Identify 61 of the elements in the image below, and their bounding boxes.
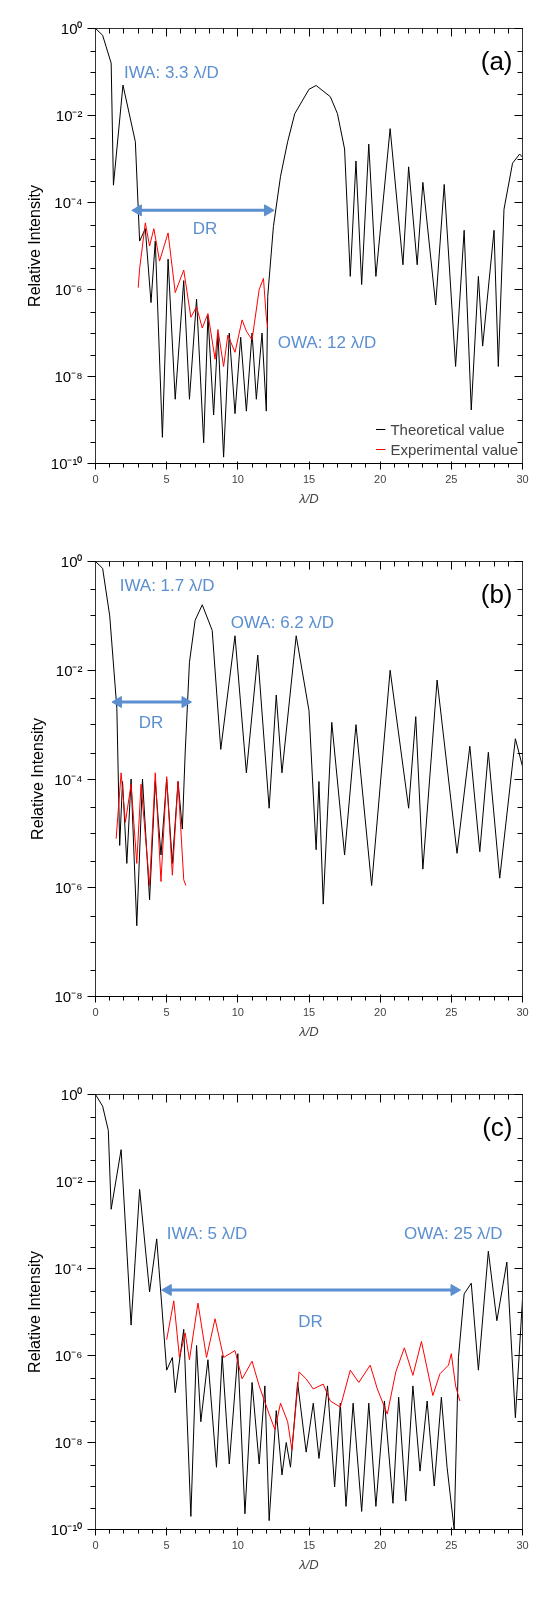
annotation: OWA: 12 λ/D — [277, 333, 377, 353]
y-tick-label: 10⁻¹⁰ — [50, 455, 83, 472]
annotation: DR — [192, 219, 218, 239]
annotation: (b) — [480, 578, 513, 609]
x-tick-label: 25 — [445, 1538, 458, 1551]
x-tick-label: 0 — [92, 1538, 99, 1551]
y-tick-label: 10⁻⁴ — [54, 1260, 83, 1277]
x-tick-label: 30 — [516, 1538, 529, 1551]
x-tick-label: 15 — [302, 472, 316, 485]
line-series — [115, 772, 187, 886]
x-axis-title: λ/D — [298, 1556, 319, 1572]
x-tick-label: 30 — [516, 1005, 529, 1018]
x-tick-label: 10 — [231, 472, 244, 485]
y-axis-title: Relative Intensity — [29, 718, 47, 840]
y-tick-label: 10⁻² — [55, 661, 83, 679]
y-tick-label: 10⁻⁴ — [54, 770, 83, 788]
x-tick-label: 20 — [374, 1538, 387, 1551]
x-tick-label: 25 — [445, 1005, 458, 1018]
y-tick-label: 10⁰ — [60, 20, 83, 37]
x-tick-label: 10 — [231, 1005, 244, 1018]
annotation: IWA: 1.7 λ/D — [119, 576, 215, 596]
annotation: OWA: 6.2 λ/D — [230, 613, 334, 633]
legend-label: Experimental value — [390, 440, 518, 458]
x-tick-label: 15 — [302, 1538, 316, 1551]
y-tick-label: 10⁻⁶ — [54, 1347, 83, 1364]
x-tick-label: 0 — [92, 1005, 99, 1018]
y-tick-label: 10⁰ — [60, 553, 83, 570]
y-tick-label: 10⁻⁶ — [54, 879, 83, 897]
y-tick-label: 10⁰ — [60, 1086, 83, 1103]
y-tick-label: 10⁻² — [55, 1173, 83, 1190]
x-tick-label: 30 — [516, 472, 529, 485]
y-tick-label: 10⁻² — [55, 107, 83, 124]
annotation: (a) — [480, 45, 513, 76]
x-tick-label: 10 — [231, 1538, 244, 1551]
y-tick-label: 10⁻¹⁰ — [50, 1521, 83, 1538]
annotation: IWA: 5 λ/D — [166, 1224, 248, 1244]
annotation: DR — [298, 1312, 323, 1332]
annotation: IWA: 3.3 λ/D — [123, 62, 219, 82]
line-series — [137, 222, 269, 367]
y-axis-title: Relative Intensity — [25, 1251, 43, 1373]
annotation: OWA: 25 λ/D — [404, 1224, 503, 1244]
legend-label: Theoretical value — [390, 420, 505, 438]
x-tick-label: 20 — [374, 1005, 387, 1018]
y-tick-label: 10⁻⁸ — [54, 988, 83, 1005]
x-axis-title: λ/D — [298, 490, 319, 506]
x-tick-label: 5 — [163, 1538, 170, 1551]
annotation: DR — [138, 712, 164, 732]
x-tick-label: 15 — [302, 1005, 316, 1018]
annotation: (c) — [482, 1111, 513, 1142]
y-tick-label: 10⁻⁴ — [54, 194, 83, 211]
y-tick-label: 10⁻⁶ — [54, 281, 83, 298]
x-tick-label: 5 — [163, 1005, 170, 1018]
x-axis-title: λ/D — [298, 1023, 319, 1039]
x-tick-label: 20 — [374, 472, 387, 485]
line-series — [166, 1300, 461, 1451]
x-tick-label: 0 — [92, 472, 99, 485]
x-tick-label: 25 — [445, 472, 458, 485]
x-tick-label: 5 — [163, 472, 170, 485]
y-tick-label: 10⁻⁸ — [54, 368, 83, 385]
y-axis-title: Relative Intensity — [25, 185, 43, 307]
y-tick-label: 10⁻⁸ — [54, 1434, 83, 1451]
